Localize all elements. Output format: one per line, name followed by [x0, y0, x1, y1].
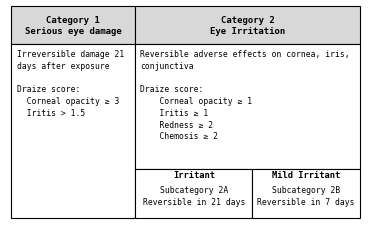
Bar [135, 169, 252, 218]
Bar [252, 169, 360, 218]
Text: Reversible adverse effects on cornea, iris,
conjunctiva

Draize score:
    Corne: Reversible adverse effects on cornea, ir… [140, 50, 349, 141]
Text: Subcategory 2A
Reversible in 21 days: Subcategory 2A Reversible in 21 days [143, 186, 245, 206]
Text: Subcategory 2B
Reversible in 7 days: Subcategory 2B Reversible in 7 days [257, 186, 355, 206]
Text: Irritant: Irritant [173, 170, 215, 179]
Text: Category 2
Eye Irritation: Category 2 Eye Irritation [210, 16, 285, 36]
Text: Irreversible damage 21
days after exposure

Draize score:
  Corneal opacity ≥ 3
: Irreversible damage 21 days after exposu… [17, 50, 124, 117]
Bar [135, 7, 360, 45]
Bar [135, 45, 360, 169]
Text: Mild Irritant: Mild Irritant [272, 170, 340, 179]
Bar [11, 7, 135, 45]
Text: Category 1
Serious eye damage: Category 1 Serious eye damage [25, 16, 122, 36]
Bar [11, 45, 135, 218]
